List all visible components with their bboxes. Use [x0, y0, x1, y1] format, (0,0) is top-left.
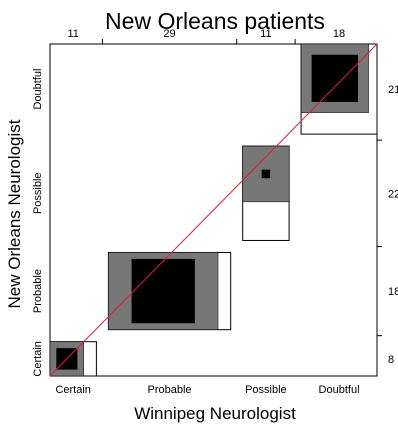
col-total-label-possible: 11 — [260, 28, 271, 40]
col-total-label-doubtful: 18 — [333, 28, 345, 40]
plot-area: 11 8 Certain Certain 29 18 Probable Probable 11 2… — [32, 28, 398, 396]
x-tick-label-possible: Possible — [245, 384, 287, 396]
y-tick-label-certain: Certain — [32, 341, 44, 376]
row-total-label-probable: 18 — [388, 286, 398, 298]
x-axis-label: Winnipeg Neurologist — [134, 404, 296, 423]
reference-diagonal-line — [49, 43, 378, 377]
y-tick-label-probable: Probable — [32, 269, 44, 313]
chart-title: New Orleans patients — [105, 8, 325, 34]
y-axis-label: New Orleans Neurologist — [5, 119, 24, 308]
row-total-label-certain: 8 — [388, 354, 394, 366]
row-total-label-doubtful: 21 — [388, 84, 398, 96]
exact-agreement-probable — [131, 258, 195, 324]
y-tick-label-doubtful: Doubtful — [32, 69, 44, 110]
plot-frame — [49, 43, 378, 377]
col-total-label-probable: 29 — [163, 28, 175, 40]
x-tick-label-probable: Probable — [148, 384, 192, 396]
exact-agreement-doubtful — [311, 54, 359, 102]
y-tick-label-possible: Possible — [32, 172, 44, 214]
col-total-label-certain: 11 — [67, 28, 78, 40]
x-tick-label-certain: Certain — [55, 384, 90, 396]
x-tick-label-doubtful: Doubtful — [319, 384, 360, 396]
row-total-label-possible: 22 — [388, 188, 398, 200]
exact-agreement-possible — [261, 169, 271, 179]
